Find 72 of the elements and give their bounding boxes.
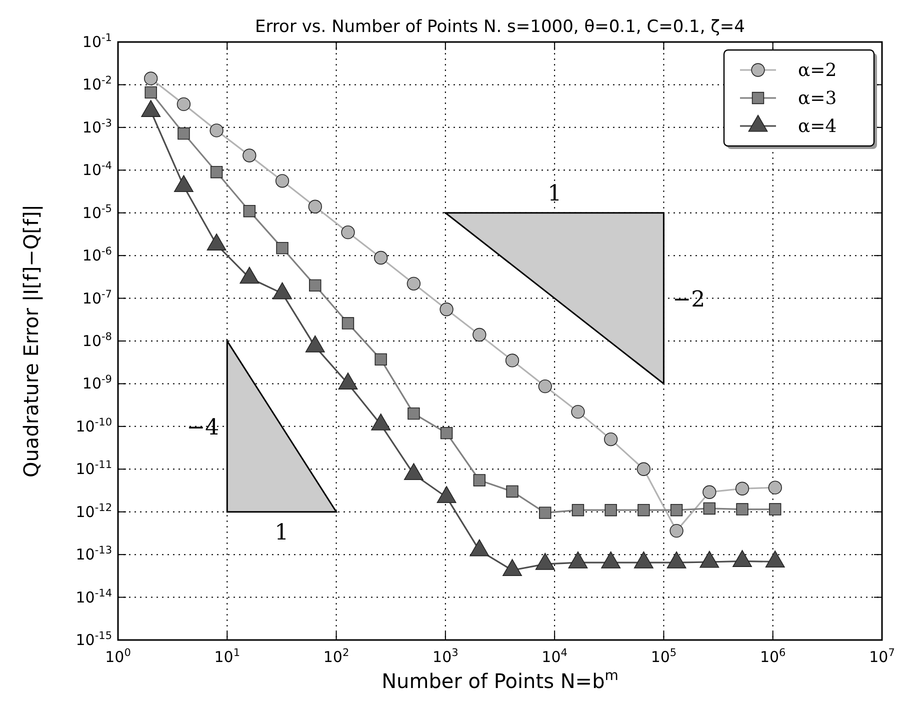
point	[406, 276, 421, 290]
point	[440, 426, 453, 440]
point	[768, 480, 782, 494]
point	[178, 127, 190, 140]
x-tick-label: 10$^{4}$	[542, 647, 568, 666]
point	[144, 72, 158, 86]
y-tick-label: 10$^{-13}$	[76, 544, 112, 564]
x-tick-label: 10$^{5}$	[650, 647, 677, 666]
x-tick-label: 10$^{0}$	[105, 647, 131, 666]
point	[736, 503, 748, 516]
point	[374, 250, 388, 265]
y-tick-label: 10$^{-7}$	[82, 288, 112, 308]
point	[210, 166, 223, 178]
point	[440, 302, 454, 316]
y-tick-label: 10$^{-10}$	[76, 416, 112, 436]
point	[342, 317, 354, 330]
point	[308, 200, 322, 214]
point	[505, 354, 520, 368]
y-tick-label: 10$^{-4}$	[82, 160, 112, 180]
point	[176, 97, 191, 112]
annotation: −4	[186, 415, 220, 440]
point	[604, 432, 618, 446]
point	[276, 242, 288, 254]
point	[670, 504, 683, 516]
y-tick-label: 10$^{-3}$	[82, 117, 112, 136]
y-tick-label: 10$^{-8}$	[82, 331, 112, 350]
y-tick-label: 10$^{-14}$	[76, 587, 112, 606]
annotation: −2	[672, 287, 706, 312]
x-tick-label: 10$^{2}$	[323, 647, 350, 666]
x-tick-label: 10$^{1}$	[214, 647, 240, 666]
legend-label: α=4	[798, 116, 837, 137]
point	[735, 482, 750, 496]
x-tick-label: 10$^{6}$	[760, 647, 786, 666]
point	[670, 524, 684, 538]
point	[702, 485, 716, 499]
x-tick-label: 10$^{3}$	[432, 647, 458, 666]
point	[309, 279, 322, 292]
point	[275, 174, 290, 188]
point	[473, 474, 486, 486]
point	[506, 485, 518, 498]
annotation: 1	[274, 520, 289, 546]
y-tick-label: 10$^{-2}$	[82, 74, 112, 94]
chart-title: Error vs. Number of Points N. s=1000, θ=0.1, C=0.1, ζ=4	[255, 17, 745, 37]
y-axis-title: Quadrature Error |I[f]−Q[f]|	[19, 204, 43, 478]
point	[636, 462, 651, 476]
point	[408, 407, 420, 420]
legend-label: α=2	[798, 60, 837, 81]
x-axis-title: Number of Points N=b$^{m}$	[382, 668, 618, 693]
point	[604, 504, 617, 516]
y-tick-label: 10$^{-5}$	[82, 202, 112, 222]
point	[638, 504, 650, 516]
y-tick-label: 10$^{-15}$	[76, 630, 112, 649]
point	[144, 86, 157, 99]
point	[242, 148, 256, 162]
point	[210, 124, 224, 138]
x-tick-label: 10$^{7}$	[869, 647, 895, 666]
legend-label: α=3	[798, 88, 837, 109]
y-tick-label: 10$^{-6}$	[82, 246, 112, 265]
point	[572, 504, 584, 516]
point	[538, 379, 552, 394]
point	[243, 204, 256, 218]
point	[571, 404, 585, 419]
y-tick-label: 10$^{-12}$	[76, 502, 112, 521]
y-tick-label: 10$^{-1}$	[82, 32, 112, 51]
point	[539, 506, 552, 519]
point	[374, 353, 387, 366]
point	[472, 328, 486, 342]
point	[341, 226, 355, 240]
y-tick-label: 10$^{-9}$	[82, 374, 112, 393]
point	[769, 503, 782, 516]
point	[703, 502, 716, 515]
y-tick-label: 10$^{-11}$	[76, 459, 112, 478]
